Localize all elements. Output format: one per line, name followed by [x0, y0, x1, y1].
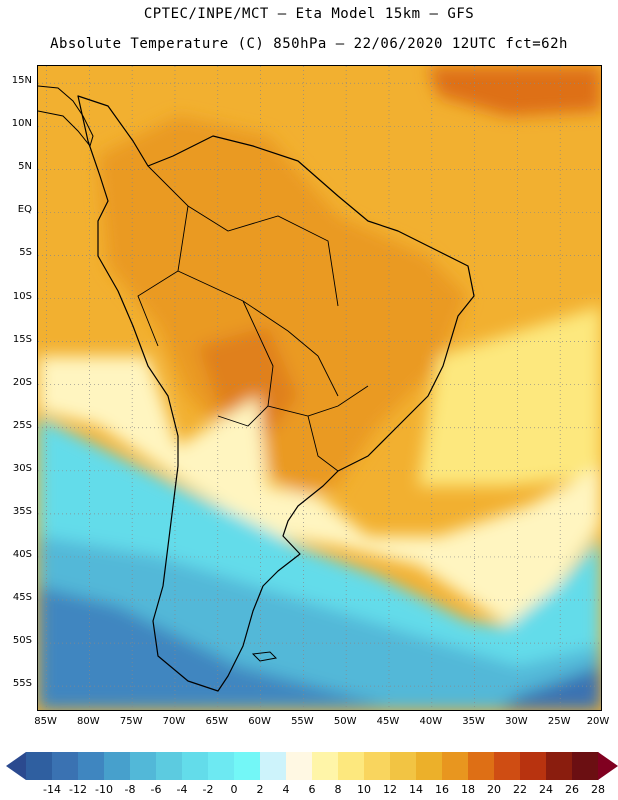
- colorbar-segment: [390, 752, 417, 780]
- colorbar-segment: [130, 752, 157, 780]
- colorbar-label: 26: [565, 783, 579, 796]
- colorbar-label: 16: [435, 783, 449, 796]
- central-america-coastline: [38, 85, 94, 148]
- colorbar-label: -2: [202, 783, 214, 796]
- colorbar-segment: [546, 752, 573, 780]
- falkland-islands: [251, 651, 278, 662]
- latitude-tick-label: 35S: [12, 505, 32, 517]
- temperature-map: [37, 65, 602, 711]
- colorbar-label: 24: [539, 783, 553, 796]
- warm-continent: [98, 116, 468, 496]
- latitude-tick-label: 55S: [12, 678, 32, 690]
- colorbar-segment: [260, 752, 287, 780]
- yellow-band: [418, 306, 601, 486]
- temperature-field: [38, 66, 601, 710]
- longitude-tick-label: 60W: [248, 716, 271, 727]
- longitude-tick-label: 85W: [34, 716, 57, 727]
- latitude-tick-label: 5N: [18, 161, 32, 173]
- longitude-tick-label: 50W: [333, 716, 357, 727]
- colorbar-label: -12: [69, 783, 87, 796]
- colorbar-label: -14: [43, 783, 61, 796]
- colorbar-label: 10: [357, 783, 371, 796]
- colorbar-segment: [234, 752, 261, 780]
- colorbar-min-arrow: [6, 752, 26, 780]
- colorbar-segment: [364, 752, 391, 780]
- longitude-tick-label: 25W: [547, 716, 571, 727]
- latitude-tick-label: 40S: [12, 548, 32, 560]
- colorbar-max-arrow: [598, 752, 618, 780]
- longitude-tick-label: 20W: [586, 716, 610, 727]
- colorbar-segment: [286, 752, 313, 780]
- hot-region: [428, 66, 601, 116]
- colorbar-segment: [468, 752, 495, 780]
- colorbar-label: 0: [230, 783, 238, 796]
- map-subtitle: Absolute Temperature (C) 850hPa – 22/06/…: [50, 36, 568, 52]
- colorbar-segment: [520, 752, 547, 780]
- colorbar-segment: [338, 752, 365, 780]
- colorbar-label: 20: [487, 783, 501, 796]
- colorbar-segment: [26, 752, 53, 780]
- colorbar-label: -8: [124, 783, 136, 796]
- latitude-tick-label: 30S: [12, 462, 32, 474]
- colorbar-segment: [442, 752, 469, 780]
- longitude-tick-label: 35W: [462, 716, 485, 727]
- colorbar-label: 8: [334, 783, 342, 796]
- longitude-tick-label: 75W: [119, 716, 143, 727]
- longitude-tick-label: 55W: [291, 716, 314, 727]
- temperature-colorbar: [6, 752, 618, 780]
- colorbar-label: 2: [256, 783, 264, 796]
- colorbar-label: 6: [308, 783, 316, 796]
- colorbar-label: -10: [95, 783, 113, 796]
- colorbar-segment: [494, 752, 521, 780]
- colorbar-label: 18: [461, 783, 475, 796]
- colorbar-segment: [572, 752, 599, 780]
- latitude-tick-label: 15S: [12, 333, 32, 345]
- latitude-tick-label: 20S: [12, 376, 32, 388]
- longitude-tick-label: 80W: [77, 716, 100, 727]
- colorbar-segment: [156, 752, 183, 780]
- south-america-coastline: [77, 95, 475, 692]
- longitude-tick-label: 30W: [505, 716, 528, 727]
- longitude-tick-label: 70W: [162, 716, 186, 727]
- latitude-tick-label: EQ: [17, 204, 32, 216]
- colorbar-label: 14: [409, 783, 423, 796]
- warm-core: [198, 326, 298, 436]
- longitude-tick-label: 40W: [419, 716, 443, 727]
- colorbar-label: 22: [513, 783, 527, 796]
- country-borders: [137, 165, 369, 472]
- latitude-tick-label: 50S: [12, 635, 32, 647]
- latitude-tick-label: 10N: [11, 118, 32, 130]
- latitude-tick-label: 25S: [12, 419, 32, 431]
- latitude-tick-label: 10S: [12, 290, 32, 302]
- latitude-tick-label: 15N: [11, 75, 32, 87]
- map-canvas: [38, 66, 601, 710]
- colorbar-segment: [416, 752, 443, 780]
- colorbar-label: 4: [282, 783, 290, 796]
- longitude-tick-label: 45W: [376, 716, 400, 727]
- latitude-tick-label: 45S: [12, 592, 32, 604]
- colorbar-label: 28: [591, 783, 605, 796]
- colorbar-label: -4: [176, 783, 188, 796]
- colorbar-segment: [312, 752, 339, 780]
- colorbar-label: -6: [150, 783, 162, 796]
- latitude-tick-label: 5S: [19, 247, 32, 259]
- cool-transition: [38, 356, 601, 626]
- colorbar-segment: [52, 752, 79, 780]
- coldest-region: [38, 586, 388, 710]
- coldest-region-east: [498, 666, 601, 710]
- map-title: CPTEC/INPE/MCT – Eta Model 15km – GFS: [143, 6, 475, 22]
- colorbar-segment: [104, 752, 131, 780]
- colorbar-label: 12: [383, 783, 397, 796]
- colorbar-segment: [182, 752, 209, 780]
- longitude-tick-label: 65W: [205, 716, 229, 727]
- colorbar-segment: [208, 752, 235, 780]
- colorbar-segment: [78, 752, 105, 780]
